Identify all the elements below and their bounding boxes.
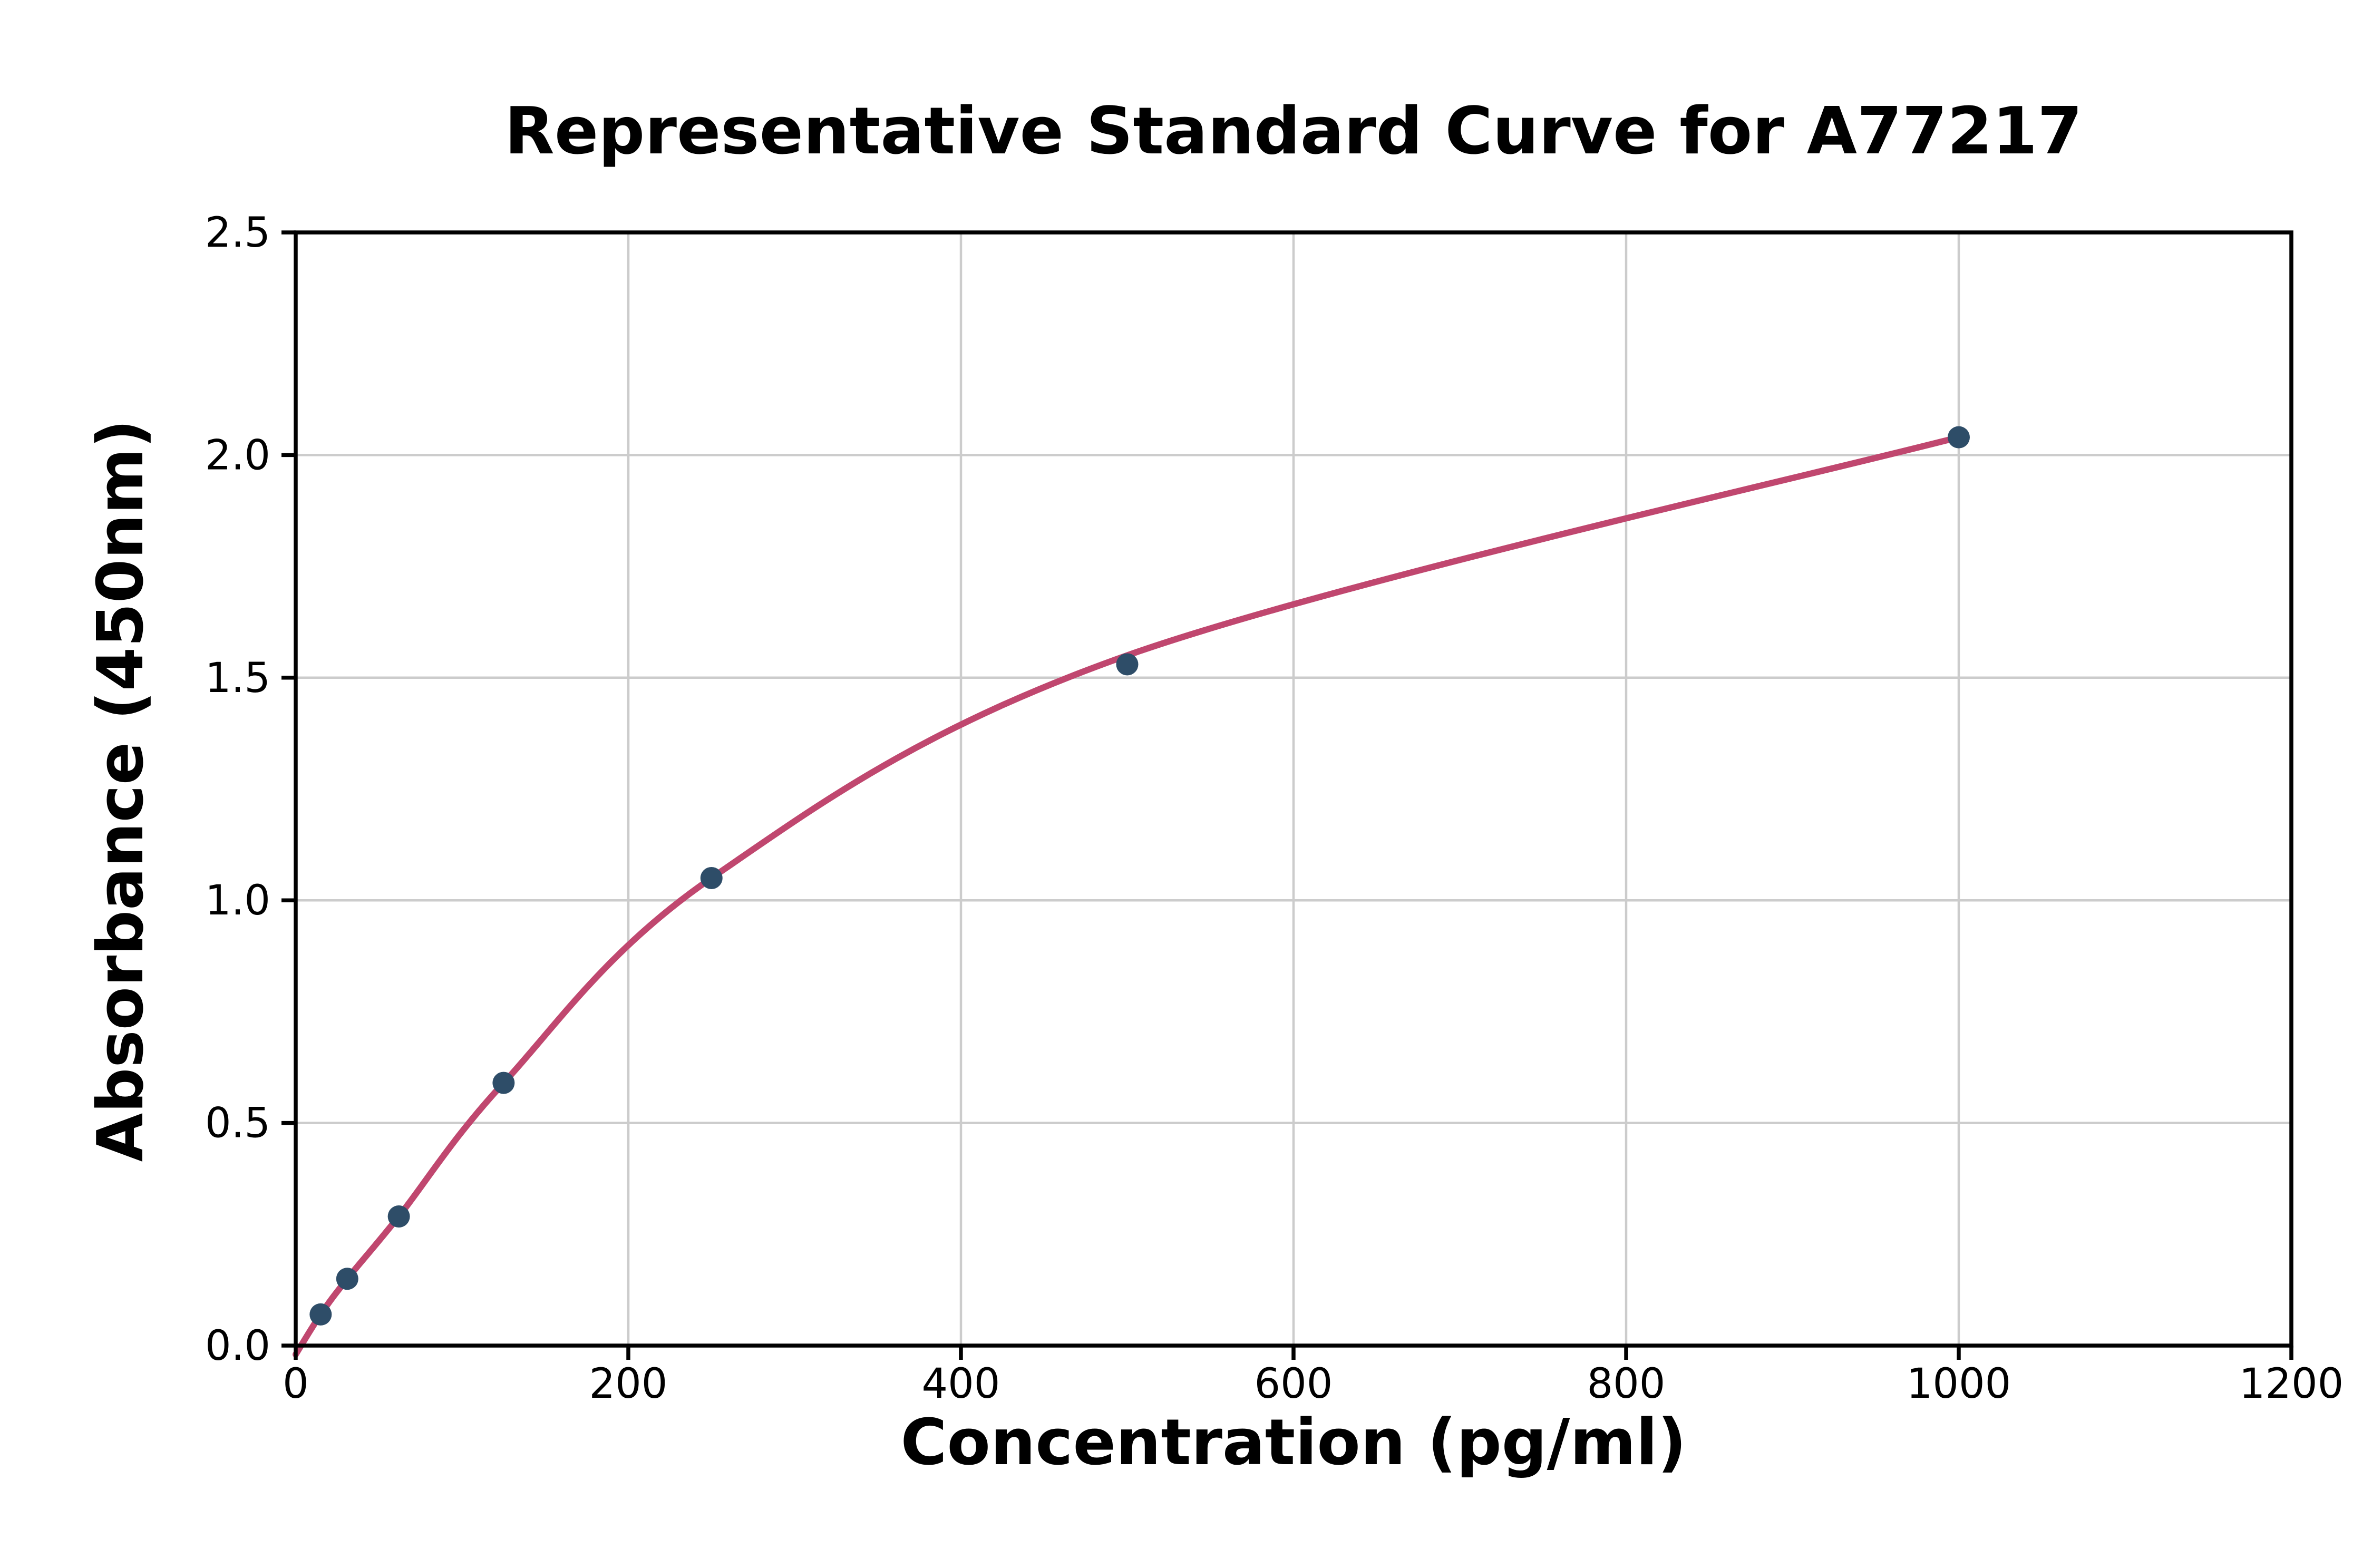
- x-axis-label: Concentration (pg/ml): [900, 1406, 1686, 1479]
- y-tick-label: 1.5: [205, 655, 270, 702]
- data-point: [700, 866, 723, 889]
- x-tick-label: 1200: [2239, 1360, 2344, 1408]
- data-point: [387, 1205, 410, 1228]
- data-point: [1948, 426, 1970, 449]
- y-tick-label: 1.0: [205, 877, 270, 924]
- y-tick-label: 2.5: [205, 209, 270, 257]
- fit-curve: [293, 434, 1962, 1358]
- chart-title: Representative Standard Curve for A77217: [504, 94, 2083, 169]
- data-point: [492, 1072, 515, 1094]
- y-tick-label: 2.0: [205, 432, 270, 479]
- gridlines: [294, 231, 2293, 1347]
- y-tick-label: 0.0: [205, 1322, 270, 1370]
- data-points-layer: [309, 426, 1970, 1326]
- x-tick-label: 800: [1587, 1360, 1666, 1408]
- data-point: [336, 1268, 358, 1290]
- y-axis-label: Absorbance (450nm): [84, 419, 158, 1162]
- x-tick-label: 200: [589, 1360, 668, 1408]
- y-tick-label: 0.5: [205, 1100, 270, 1147]
- x-tick-label: 0: [283, 1360, 309, 1408]
- x-tick-label: 600: [1255, 1360, 1333, 1408]
- data-point: [309, 1303, 332, 1326]
- x-tick-label: 1000: [1907, 1360, 2011, 1408]
- plot-border: [294, 230, 2293, 1348]
- data-point: [1116, 653, 1139, 676]
- x-tick-label: 400: [922, 1360, 1000, 1408]
- fit-curve-layer: [293, 434, 1962, 1358]
- axes-layer: 0 200 400 600 800 1000 1200 0.0 0.5 1.0 1.5 2.0 2.5: [205, 209, 2344, 1408]
